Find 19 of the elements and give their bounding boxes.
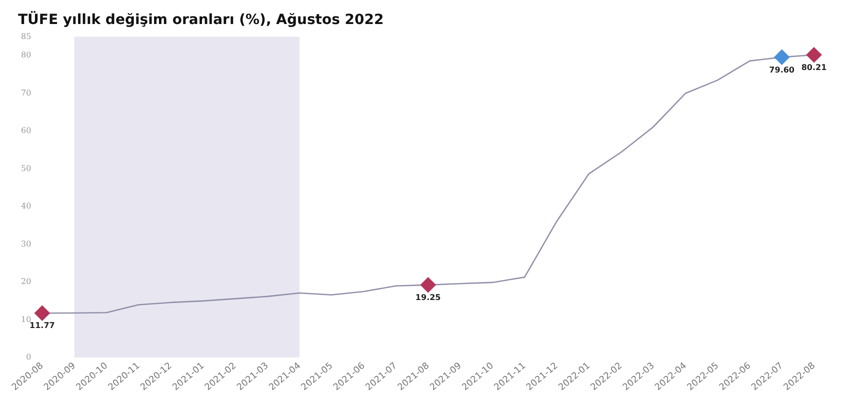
y-tick-label: 80 [20,50,32,60]
y-tick-label: 40 [20,202,32,211]
y-tick-label: 85 [20,32,32,41]
y-tick-label: 70 [20,88,32,98]
data-label: 80.21 [801,62,828,72]
y-tick-label: 20 [20,277,32,286]
data-label: 19.25 [415,292,442,302]
point [420,277,436,293]
point [806,47,822,63]
chart-title: TÜFE yıllık değişim oranları (%), Ağustos 2022 [18,11,384,28]
point [774,50,790,65]
point [34,305,50,321]
y-tick-label: 10 [20,314,32,324]
data-label: 79.60 [769,65,795,74]
y-tick-label: 0 [26,352,32,362]
y-tick-label: 60 [20,126,32,136]
data-label: 11.77 [30,321,55,330]
y-tick-label: 30 [20,239,32,248]
y-tick-label: 50 [20,164,32,173]
